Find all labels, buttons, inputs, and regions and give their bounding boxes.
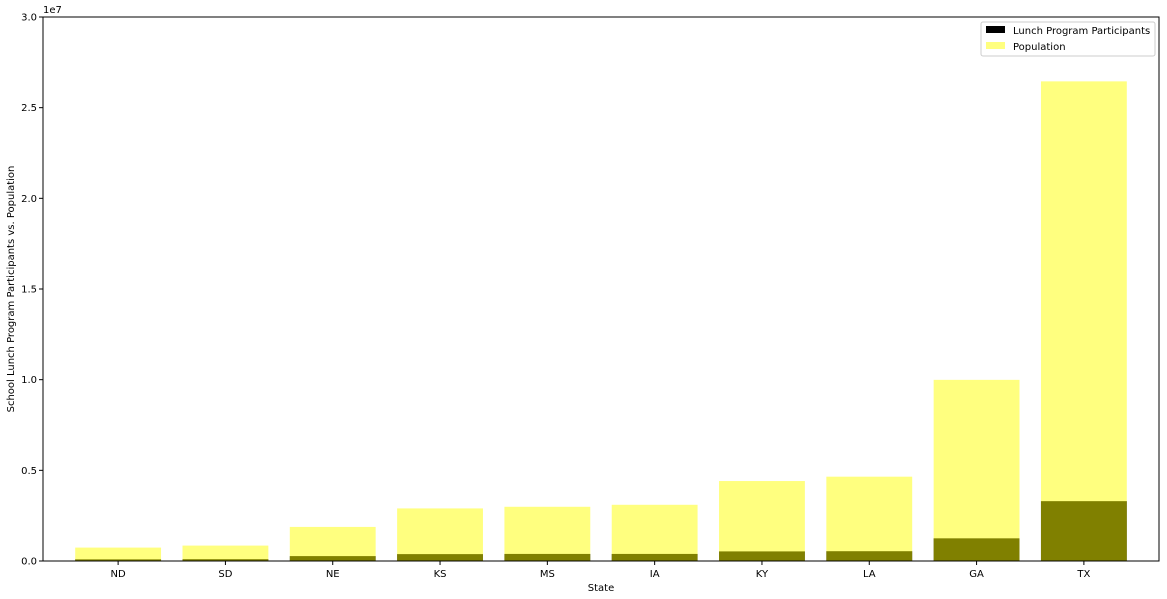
y-offset-text: 1e7 <box>43 5 62 16</box>
bar-population-ia <box>611 504 698 561</box>
legend-label-population: Population <box>1013 42 1066 53</box>
x-tick-label-ne: NE <box>326 569 340 580</box>
legend-swatch-population <box>986 42 1005 49</box>
y-tick-label: 2.5 <box>21 103 37 114</box>
y-tick-label: 2.0 <box>21 194 37 205</box>
legend-swatch-participants <box>986 26 1005 33</box>
x-tick-label-la: LA <box>863 569 876 580</box>
x-tick-label-ky: KY <box>756 569 769 580</box>
legend-frame <box>980 21 1156 57</box>
x-axis-label: State <box>588 583 614 594</box>
x-tick-label-nd: ND <box>111 569 126 580</box>
bar-population-sd <box>182 545 269 561</box>
y-tick-label: 3.0 <box>21 13 37 24</box>
bar-population-ne <box>289 526 376 561</box>
x-tick-label-ga: GA <box>969 569 984 580</box>
y-axis-label: School Lunch Program Participants vs. Po… <box>6 166 17 413</box>
y-tick-label: 0.0 <box>21 557 37 568</box>
bar-population-ga <box>933 379 1020 561</box>
legend-label-participants: Lunch Program Participants <box>1013 26 1150 37</box>
x-tick-label-ms: MS <box>540 569 555 580</box>
bars-layer <box>75 81 1127 561</box>
x-tick-label-ks: KS <box>434 569 447 580</box>
y-tick-label: 1.5 <box>21 285 37 296</box>
legend: Lunch Program Participants Population <box>980 21 1156 57</box>
x-tick-label-sd: SD <box>218 569 232 580</box>
y-tick-label: 1.0 <box>21 375 37 386</box>
bar-population-tx <box>1040 81 1127 561</box>
bar-population-ky <box>719 481 805 561</box>
bar-population-ms <box>504 506 591 561</box>
x-axis: ND SD NE KS MS IA KY LA GA TX <box>111 561 1091 580</box>
y-axis: 0.0 0.5 1.0 1.5 2.0 2.5 3.0 <box>21 13 43 568</box>
y-tick-label: 0.5 <box>21 466 37 477</box>
bar-population-nd <box>75 547 162 561</box>
bar-population-la <box>826 476 913 561</box>
x-tick-label-tx: TX <box>1076 569 1090 580</box>
bar-population-ks <box>397 508 483 561</box>
x-tick-label-ia: IA <box>650 569 660 580</box>
